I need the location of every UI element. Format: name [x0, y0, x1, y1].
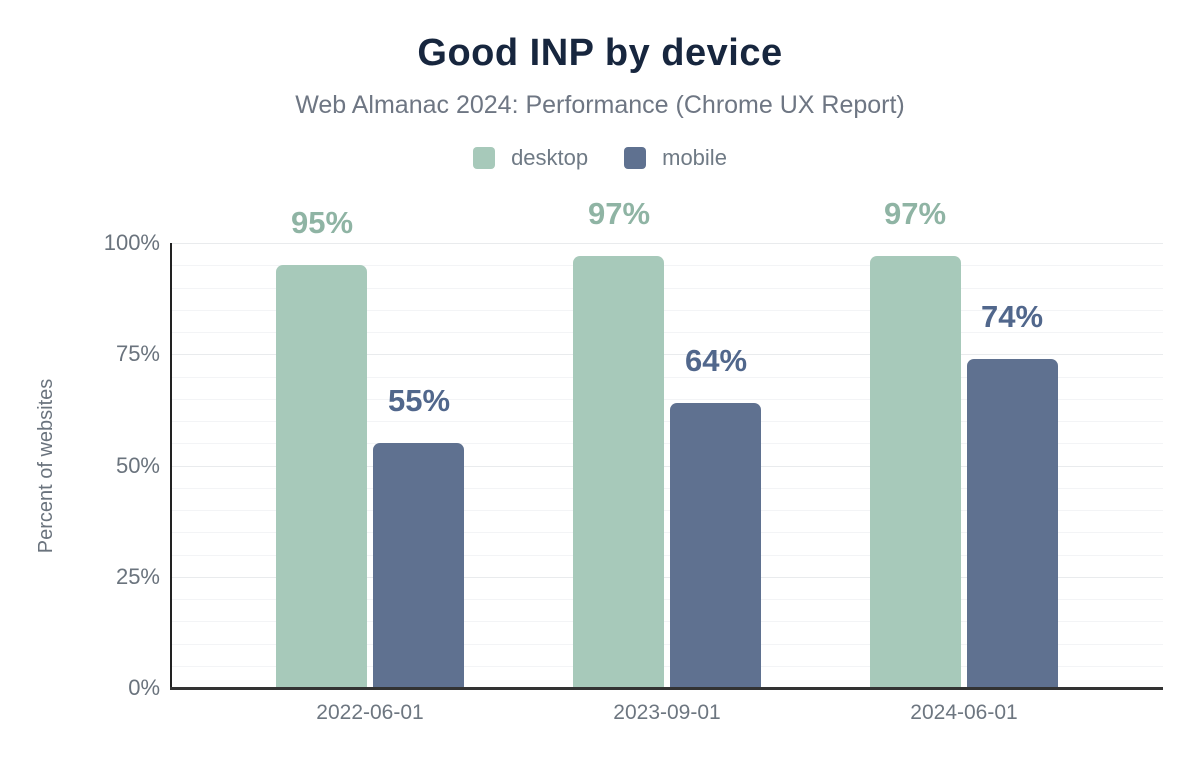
y-tick-label: 100% — [103, 230, 160, 255]
grid-line — [171, 488, 1163, 489]
bar-desktop — [573, 256, 664, 688]
grid-line — [171, 466, 1163, 467]
y-tick-label: 50% — [115, 453, 160, 478]
grid-line — [171, 310, 1163, 311]
x-tick-label: 2022-06-01 — [316, 701, 424, 724]
grid-line — [171, 510, 1163, 511]
grid-line — [171, 332, 1163, 333]
bar-value-label-desktop: 97% — [883, 196, 947, 231]
legend-item-desktop: desktop — [473, 145, 588, 171]
grid-line — [171, 599, 1163, 600]
grid-line — [171, 621, 1163, 622]
legend-swatch-desktop — [473, 147, 496, 169]
legend-label-mobile: mobile — [662, 145, 727, 170]
bar-value-label-mobile: 55% — [387, 383, 451, 418]
chart-title: Good INP by device — [417, 32, 783, 74]
x-tick-label: 2024-06-01 — [910, 701, 1018, 724]
grid-line — [171, 532, 1163, 533]
legend-label-desktop: desktop — [511, 145, 589, 170]
bar-value-label-mobile: 74% — [980, 299, 1044, 334]
grid-line — [171, 421, 1163, 422]
y-axis-line — [170, 243, 172, 690]
bar-desktop — [870, 256, 961, 688]
grid-line — [171, 243, 1163, 244]
bar-value-label-desktop: 95% — [290, 205, 354, 240]
y-axis-title: Percent of websites — [35, 378, 57, 554]
grid-line — [171, 443, 1163, 444]
grid-line — [171, 354, 1163, 355]
bar-desktop — [276, 265, 367, 688]
bar-value-label-desktop: 97% — [587, 196, 651, 231]
grid-line — [171, 555, 1163, 556]
x-tick-label: 2023-09-01 — [613, 701, 721, 724]
bar-mobile — [373, 443, 464, 688]
legend-swatch-mobile — [624, 147, 647, 169]
bar-mobile — [967, 359, 1058, 688]
x-axis-line — [170, 687, 1163, 690]
chart-subtitle: Web Almanac 2024: Performance (Chrome UX… — [295, 91, 905, 119]
bar-value-label-mobile: 64% — [684, 343, 748, 378]
grid-line — [171, 377, 1163, 378]
grid-line — [171, 265, 1163, 266]
legend: desktop mobile — [0, 145, 1200, 171]
y-tick-label: 0% — [128, 675, 160, 700]
grid-line — [171, 399, 1163, 400]
grid-line — [171, 288, 1163, 289]
grid-line — [171, 666, 1163, 667]
grid-line — [171, 644, 1163, 645]
grid-line — [171, 577, 1163, 578]
bar-mobile — [670, 403, 761, 688]
y-tick-label: 25% — [115, 564, 160, 589]
y-tick-label: 75% — [115, 341, 160, 366]
legend-item-mobile: mobile — [624, 145, 727, 171]
